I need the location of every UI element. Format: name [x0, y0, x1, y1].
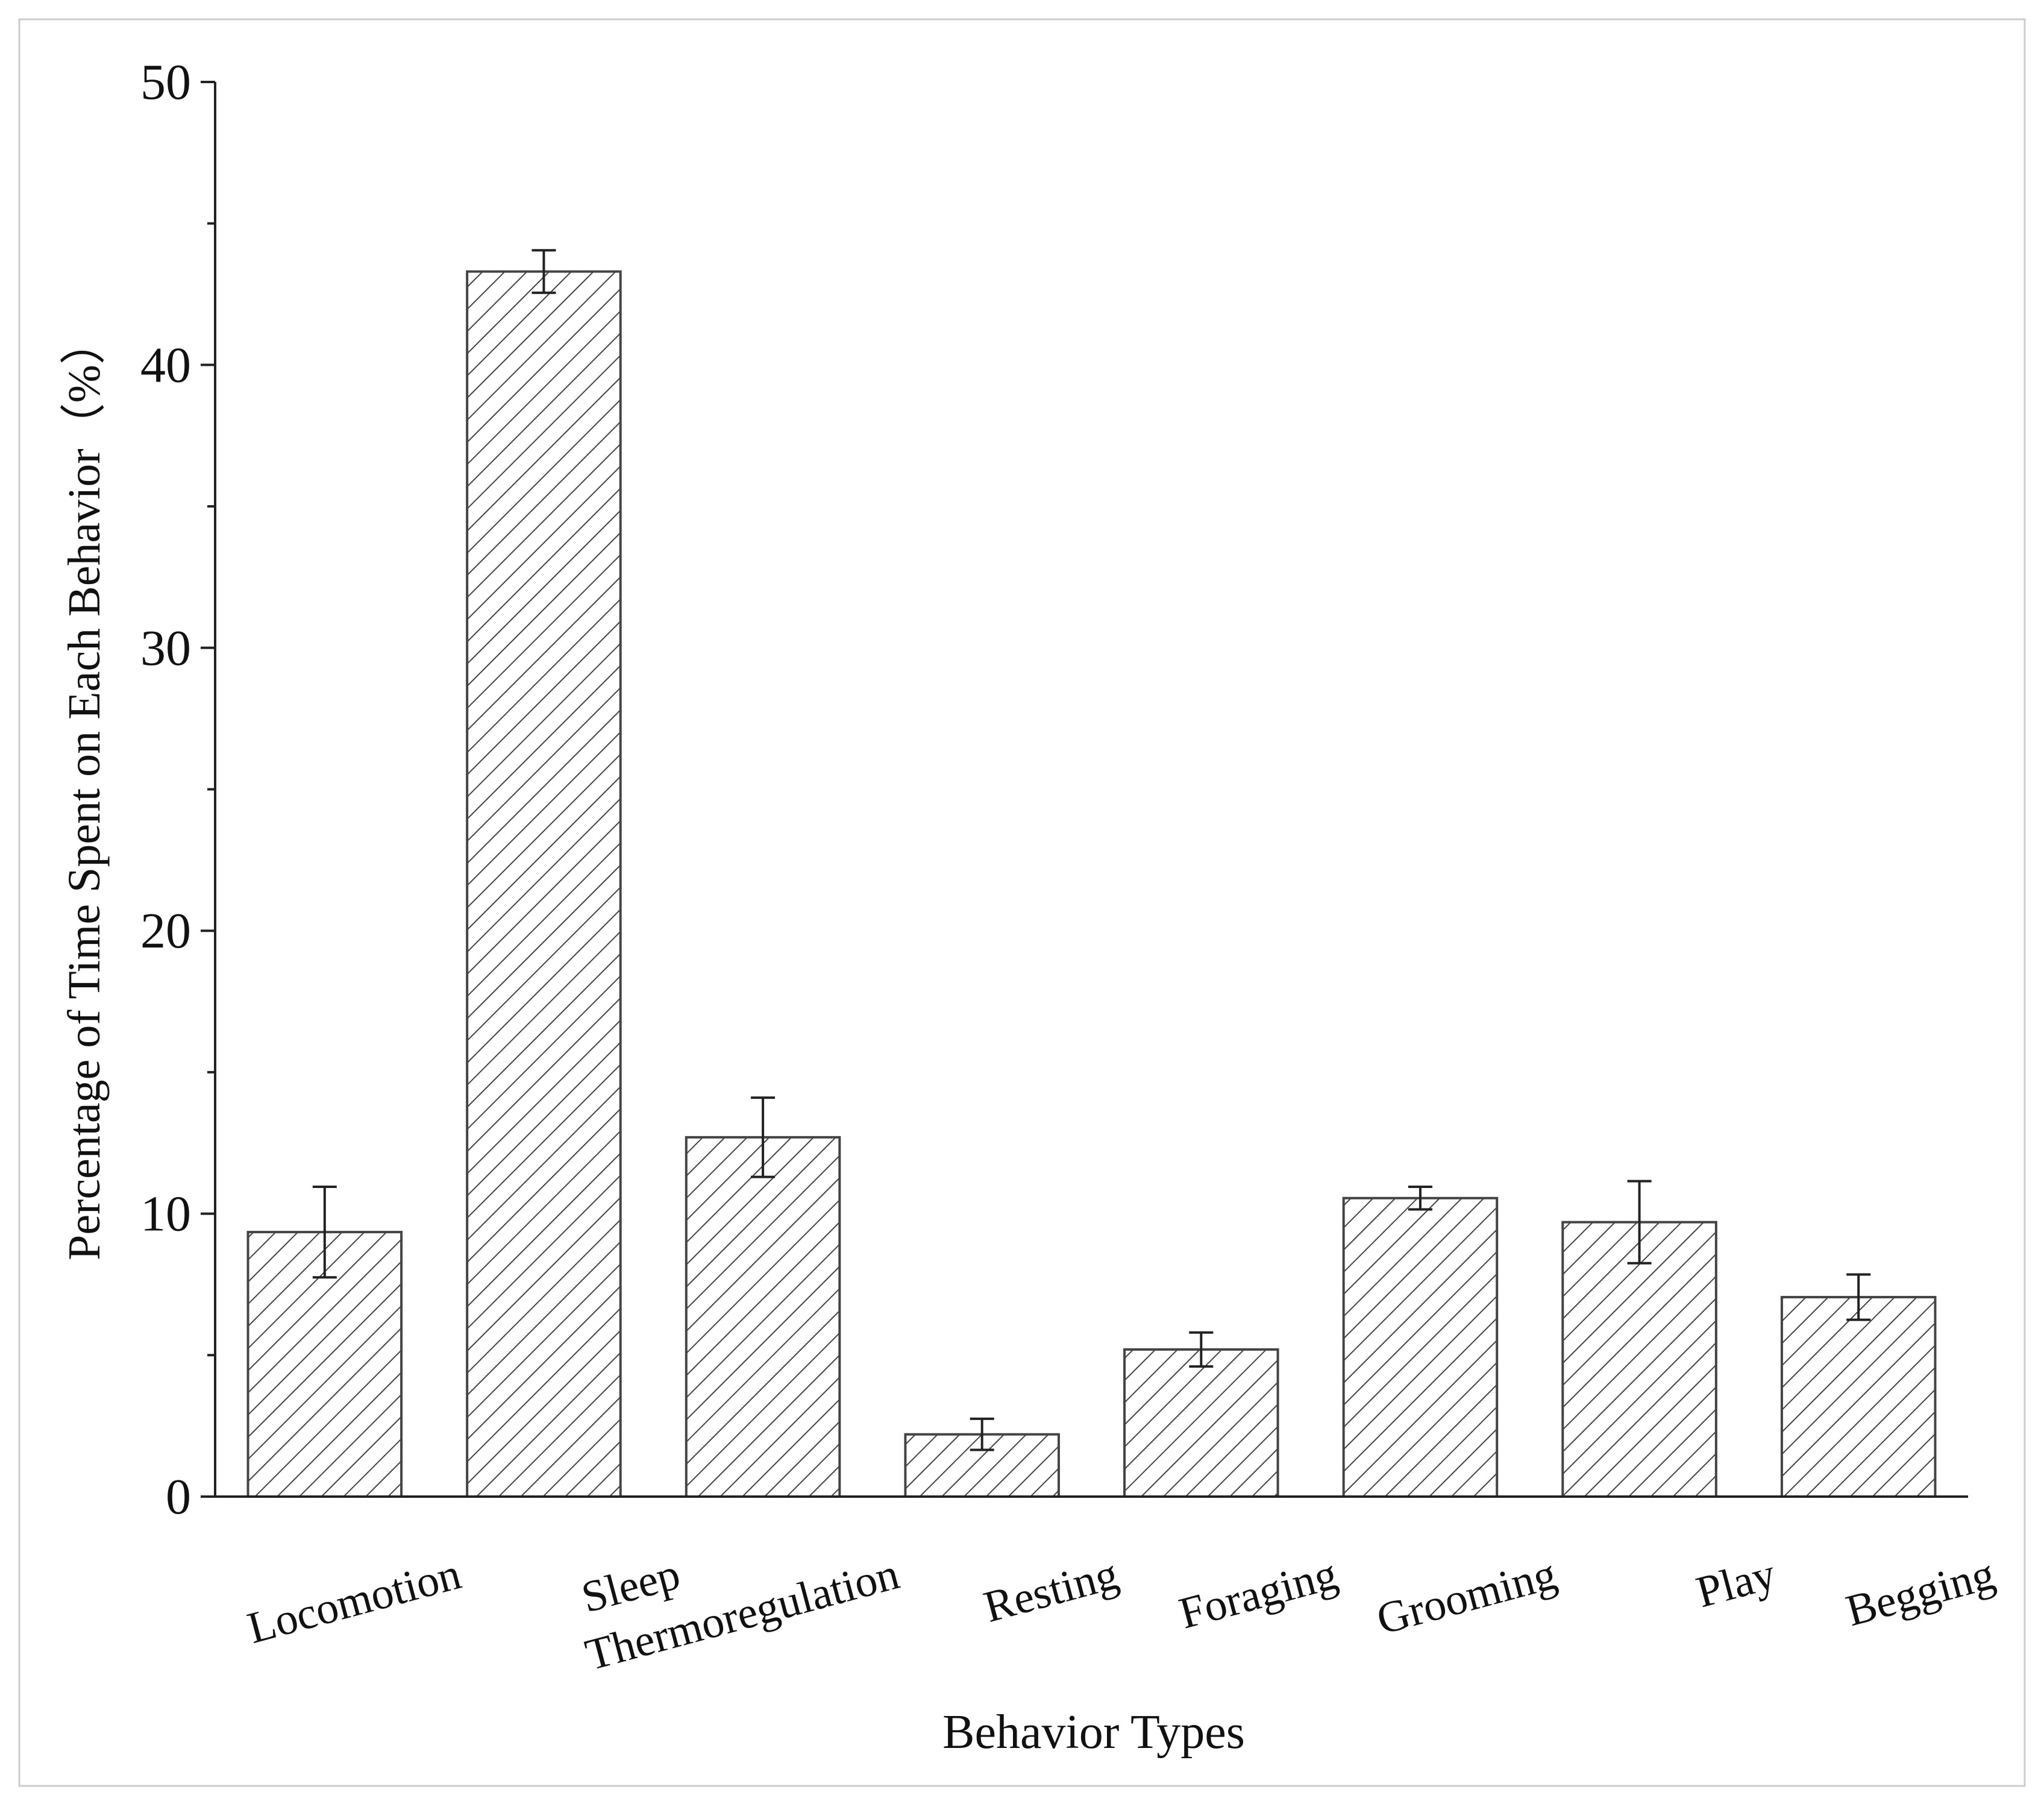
error-bar: [531, 249, 556, 294]
y-tick-label: 40: [140, 337, 191, 393]
x-tick-label: Resting: [979, 1549, 1123, 1632]
bar: [1123, 1348, 1279, 1498]
y-tick-label: 50: [140, 54, 191, 110]
error-bar: [1189, 1331, 1214, 1368]
bar: [685, 1136, 841, 1498]
x-tick-label: Play: [1691, 1549, 1781, 1617]
y-tick-label: 30: [140, 620, 191, 676]
bar: [466, 270, 622, 1498]
error-bar: [1846, 1273, 1871, 1321]
x-tick-label: Grooming: [1372, 1549, 1561, 1644]
x-tick-label: Foraging: [1174, 1549, 1342, 1638]
y-tick-label: 10: [140, 1186, 191, 1242]
error-bar: [1627, 1180, 1652, 1265]
bar: [1780, 1296, 1937, 1498]
frame: [18, 18, 2026, 1787]
bar: [1342, 1196, 1499, 1498]
x-tick-label: Locomotion: [243, 1549, 466, 1653]
error-bar: [970, 1417, 994, 1451]
error-bar: [1408, 1186, 1432, 1211]
y-tick-label: 20: [140, 903, 191, 959]
x-axis-label: Behavior Types: [942, 1706, 1245, 1759]
y-tick-label: 0: [166, 1469, 191, 1525]
bar: [1561, 1221, 1717, 1498]
x-tick-label: Begging: [1841, 1549, 1999, 1636]
error-bar: [751, 1096, 776, 1178]
error-bar: [312, 1186, 337, 1279]
y-axis-label: Percentage of Time Spent on Each Behavio…: [59, 319, 110, 1260]
